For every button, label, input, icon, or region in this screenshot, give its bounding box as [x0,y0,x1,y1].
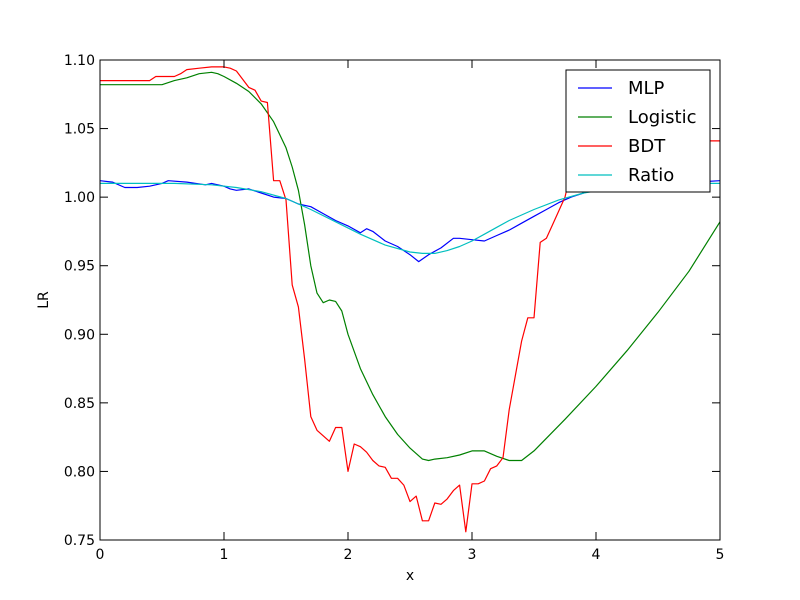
x-tick-label: 1 [220,547,229,563]
y-tick-label: 1.00 [64,190,95,206]
series-line-ratio [100,182,720,254]
series-layer [99,66,721,533]
x-tick-label: 0 [96,547,105,563]
legend-label-ratio: Ratio [628,165,674,186]
legend: MLP Logistic BDT Ratio [565,69,711,193]
plot-area-frame [99,59,721,541]
x-tick-label: 2 [344,547,353,563]
series-line-logistic [100,71,721,462]
y-tick-label: 0.95 [64,259,95,275]
y-tick-label: 0.80 [64,464,95,480]
y-tick-label: 1.05 [64,122,95,138]
y-axis-label: LR [36,291,52,309]
y-tick-label: 0.75 [64,533,95,549]
legend-label-mlp: MLP [628,78,665,99]
series-line-bdt [100,66,720,533]
legend-label-bdt: BDT [628,136,666,157]
x-tick-label: 5 [716,547,725,563]
y-tick-label: 0.85 [64,396,95,412]
ticks-layer: 0 1 2 3 4 5 0.75 0.80 0.85 0.90 0.95 1.00 1.05 1.10 [64,53,725,563]
y-tick-label: 0.90 [64,327,95,343]
y-tick-label: 1.10 [64,53,95,69]
legend-box [565,69,711,193]
x-axis-label: x [406,568,414,584]
x-tick-label: 3 [468,547,477,563]
legend-label-logistic: Logistic [628,107,696,128]
x-tick-label: 4 [592,547,601,563]
